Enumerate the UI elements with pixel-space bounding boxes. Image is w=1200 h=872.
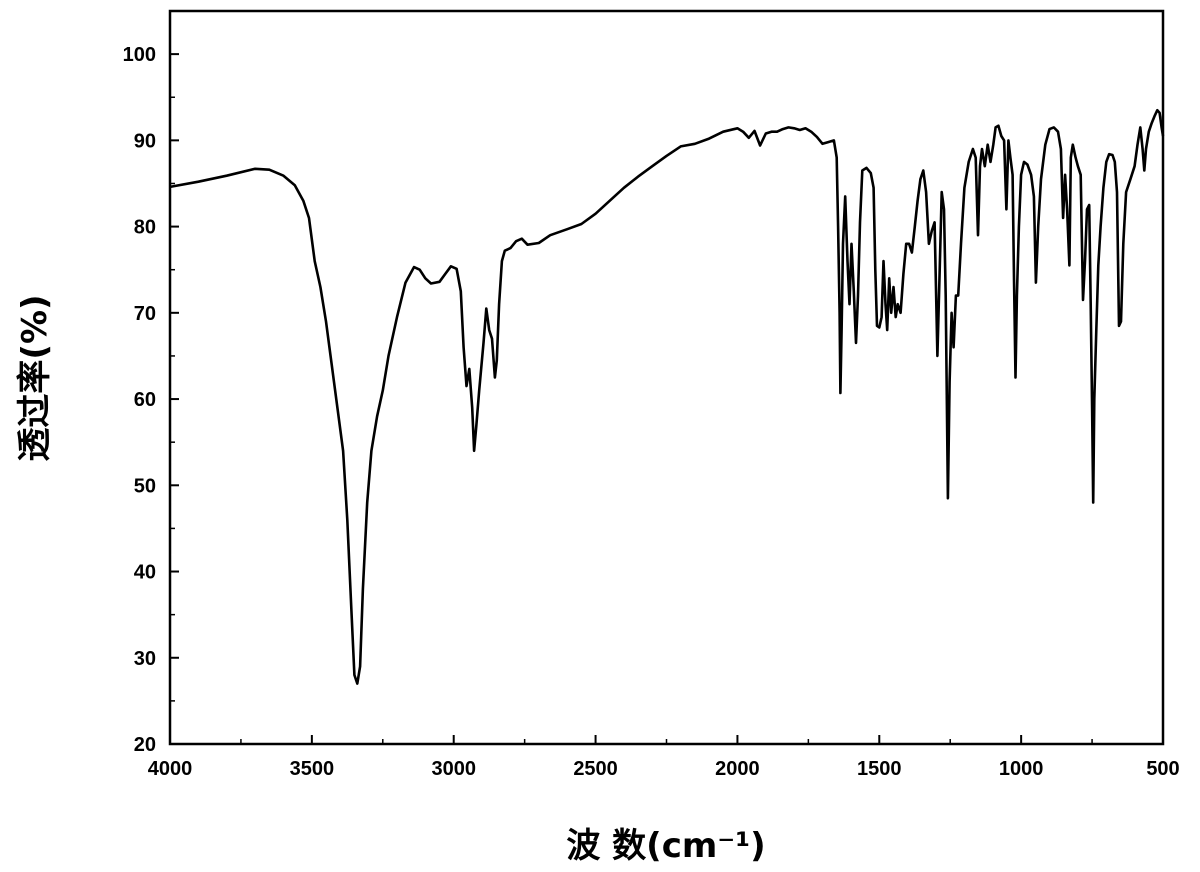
x-tick-label: 2500 xyxy=(573,758,618,780)
y-tick-label: 20 xyxy=(134,734,156,756)
y-tick-label: 70 xyxy=(134,303,156,325)
spectrum-series-line xyxy=(169,108,1165,685)
y-axis: 20 30 40 50 60 70 80 90 100 xyxy=(123,44,179,756)
y-tick-label: 80 xyxy=(134,217,156,239)
x-tick-label: 4000 xyxy=(148,758,193,780)
y-axis-title: 透过率(%) xyxy=(15,294,55,461)
x-tick-label: 1000 xyxy=(999,758,1044,780)
y-tick-label: 40 xyxy=(134,562,156,584)
x-tick-label: 2000 xyxy=(715,758,760,780)
y-tick-label: 100 xyxy=(123,44,156,66)
plot-frame xyxy=(168,9,1165,746)
y-tick-label: 30 xyxy=(134,648,156,670)
x-tick-label: 3500 xyxy=(290,758,335,780)
x-tick-label: 1500 xyxy=(857,758,902,780)
x-axis: 4000 3500 3000 2500 2000 1500 1000 500 xyxy=(148,735,1180,780)
y-tick-label: 50 xyxy=(134,475,156,497)
y-tick-label: 60 xyxy=(134,389,156,411)
y-tick-label: 90 xyxy=(134,130,156,152)
x-tick-label: 3000 xyxy=(431,758,476,780)
x-axis-title: 波 数(cm⁻¹) xyxy=(566,826,765,866)
x-tick-label: 500 xyxy=(1146,758,1179,780)
